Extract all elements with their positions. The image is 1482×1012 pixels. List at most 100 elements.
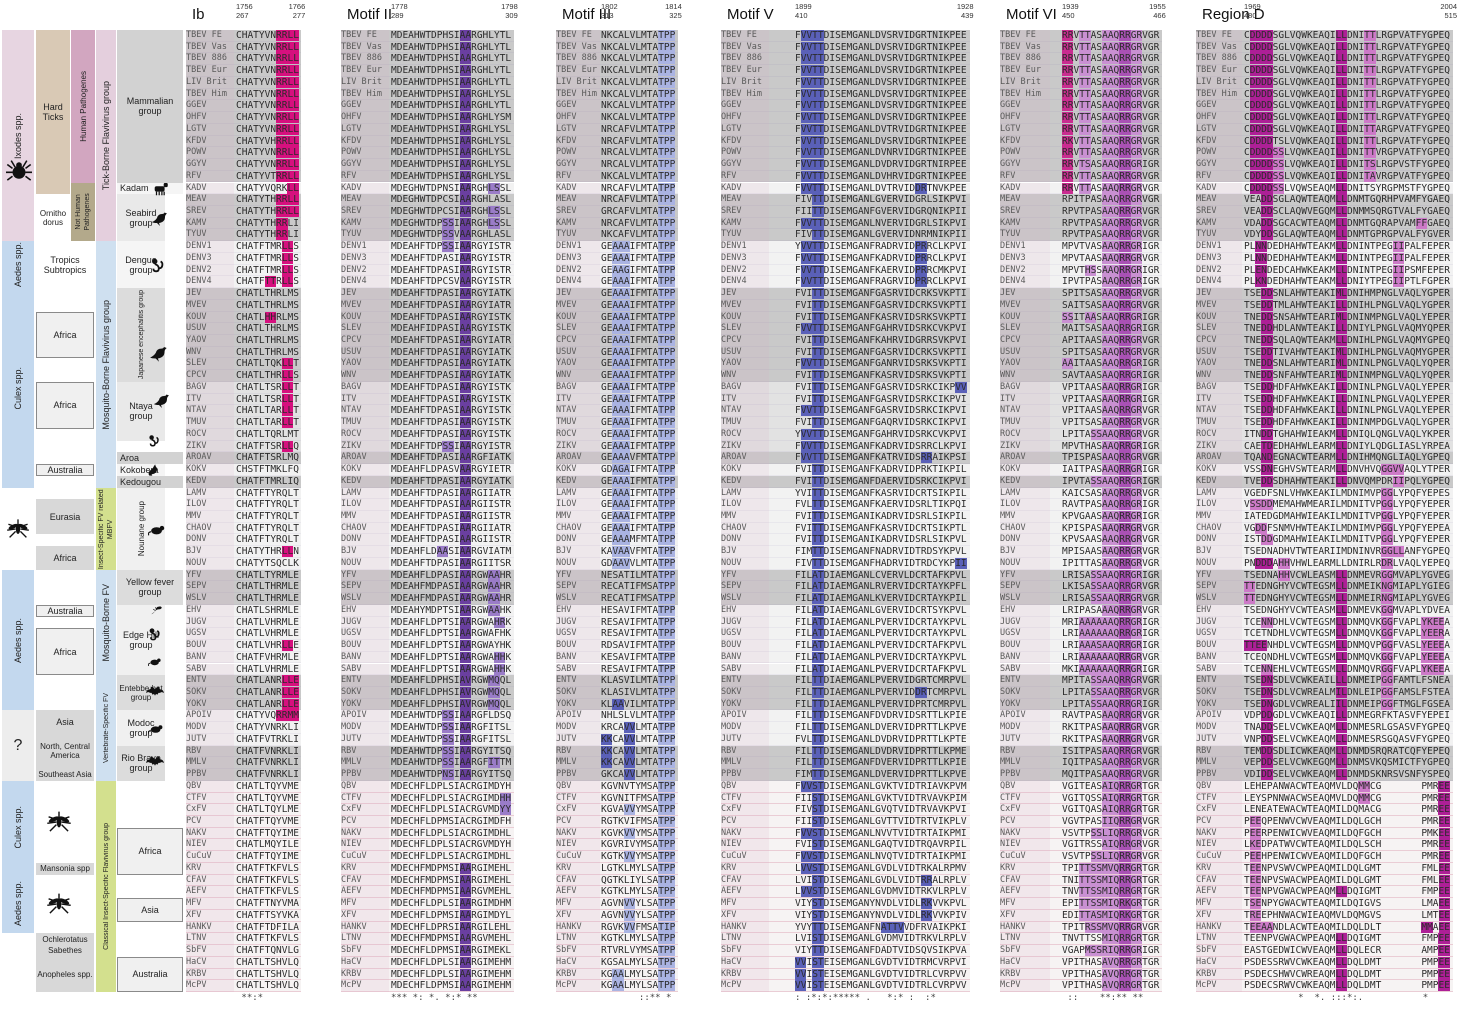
virus-name: LAMV xyxy=(1000,487,1050,500)
block-pos-left-m5: 1899 410 xyxy=(795,2,812,20)
row-bg xyxy=(1000,945,1162,957)
virus-name: SABV xyxy=(721,663,769,676)
sequence: CHATLSHRMLE xyxy=(236,604,299,616)
virus-name: DENV4 xyxy=(556,276,600,289)
sidebar-label: Aroa xyxy=(120,453,140,464)
virus-name: NIEV xyxy=(1000,839,1050,852)
consensus-footer-ib: **:* xyxy=(236,993,264,1003)
bird-icon xyxy=(150,208,170,228)
sequence: SAVTAASAAQRRGRIGR xyxy=(1062,370,1160,382)
row-bg xyxy=(1196,557,1453,570)
virus-name: JUTV xyxy=(1196,733,1242,746)
row-bg xyxy=(186,381,302,394)
row-bg xyxy=(341,698,514,711)
bat-icon xyxy=(146,754,164,772)
virus-name: CuCuV xyxy=(556,851,600,863)
virus-name: MFV xyxy=(186,898,234,910)
virus-name: MMV xyxy=(1000,511,1050,523)
sequence: NESATILMTATPP xyxy=(601,569,676,581)
row-bg xyxy=(721,968,970,981)
virus-name: APOIV xyxy=(341,710,389,723)
row-bg xyxy=(721,862,970,875)
sequence: FVVTTDISEMGANLDVSRVIDGRTNIKPEE xyxy=(795,41,967,53)
row-bg xyxy=(341,780,514,793)
row-bg xyxy=(341,205,514,218)
virus-name: CPCV xyxy=(721,335,769,347)
sequence: LRISASSAAQRRGRVGR xyxy=(1062,593,1160,605)
virus-name: APOIV xyxy=(186,710,234,723)
virus-name: LGTV xyxy=(1000,123,1050,136)
row-bg xyxy=(186,593,302,605)
virus-name: MODV xyxy=(341,722,389,734)
sequence: CHATLTSRLLT xyxy=(236,381,299,393)
sequence: MDECHFLDPLSIACRGIMDHL xyxy=(391,851,512,863)
row-bg xyxy=(721,675,970,687)
virus-name: EHV xyxy=(556,604,600,617)
sequence: MDEAHWTDPHSIAARGHLYSL xyxy=(391,88,512,100)
sequence: RAVTPASAAQRRGRVGR xyxy=(1062,710,1160,722)
virus-name: DONV xyxy=(186,534,234,547)
sidebar-label: Dengue group xyxy=(125,254,157,275)
virus-name: BOUV xyxy=(721,640,769,652)
virus-name: MODV xyxy=(1000,722,1050,734)
virus-name: DENV4 xyxy=(1000,276,1050,289)
sidebar-label: Seabird group xyxy=(125,207,157,228)
sequence: VGITEASAIQRRGRTGR xyxy=(1062,780,1160,792)
sequence: NKCALVLMTATPP xyxy=(601,41,676,53)
virus-name: SOKV xyxy=(341,686,389,699)
virus-name: KFDV xyxy=(1000,135,1050,148)
rodent-icon xyxy=(148,520,166,538)
row-bg xyxy=(1000,745,1162,758)
sequence: VPITHASAVQRRGRTGR xyxy=(1062,968,1160,980)
row-bg xyxy=(1000,370,1162,382)
sequence: VSSDNEGHVSWTEARMLLDNVHVQGGVVAQLYTPER xyxy=(1244,464,1450,476)
virus-name: MMV xyxy=(186,511,234,523)
sequence: FVVTTDISEMGANFKATRVIDSRRAIKPSI xyxy=(795,452,967,464)
sequence: HESAVIFMTATPP xyxy=(601,604,676,616)
sequence: RRVTTASAAQRRGRVGR xyxy=(1062,170,1160,182)
row-bg xyxy=(186,147,302,160)
virus-name: SOKV xyxy=(721,686,769,699)
virus-name: AROAV xyxy=(1196,452,1242,465)
sequence: KGTKLMYLSATPP xyxy=(601,886,676,898)
row-bg xyxy=(1000,722,1162,734)
virus-name: BANV xyxy=(721,651,769,664)
row-bg xyxy=(1196,569,1453,582)
virus-name: PCV xyxy=(1000,816,1050,828)
row-bg xyxy=(341,593,514,605)
virus-name: KRV xyxy=(721,862,769,875)
virus-name: SLEV xyxy=(556,323,600,335)
row-bg xyxy=(186,241,302,253)
virus-name: RFV xyxy=(1196,170,1242,183)
virus-name: DENV4 xyxy=(721,276,769,289)
row-bg xyxy=(341,745,514,758)
row-bg xyxy=(341,147,514,160)
row-bg xyxy=(556,722,678,734)
block-pos-right-m6: 1955 466 xyxy=(1149,2,1166,20)
sequence: TNEDDHDLANWTEAKILLDNIYLPNGLVAQMYQPER xyxy=(1244,323,1450,335)
tick-icon xyxy=(6,158,32,184)
sequence: CHATYVNRRLL xyxy=(236,65,299,77)
sequence: FIISTDISEMGANLGVKTVIDTRVAVKPIM xyxy=(795,792,967,804)
virus-name: YFV xyxy=(1000,569,1050,582)
virus-name: CuCuV xyxy=(1000,851,1050,863)
row-bg xyxy=(341,769,514,781)
row-bg xyxy=(1196,522,1453,535)
virus-name: AEFV xyxy=(186,886,234,899)
sequence: TEEAANDLACWTEAQMILDQLDLT MMAEE xyxy=(1244,921,1450,933)
sequence: MDEAHFTDPASIAARGYISTK xyxy=(391,405,512,417)
row-bg xyxy=(1196,604,1453,617)
sequence: CHATFTKFVLS xyxy=(236,862,299,874)
sequence: CDDDDSSLVQWSEAQMLLDNITSYRGPMSTFYGPEQ xyxy=(1244,182,1450,194)
row-bg xyxy=(341,980,514,992)
sequence: RRVTTASAAQRRGRVGR xyxy=(1062,53,1160,65)
virus-name: LAMV xyxy=(556,487,600,500)
virus-name: MMLV xyxy=(1196,757,1242,770)
row-bg xyxy=(341,886,514,899)
virus-name: KRV xyxy=(1000,862,1050,875)
sequence: LEYSPNNWACWSEAQMVLDQMMCG PMREE xyxy=(1244,792,1450,804)
row-bg xyxy=(186,686,302,699)
row-bg xyxy=(721,335,970,347)
sequence: KGVAVVYMSATPP xyxy=(601,804,676,816)
sequence: FVVTTDISEMGANLDVSRVIDGRTNIKPEE xyxy=(795,135,967,147)
